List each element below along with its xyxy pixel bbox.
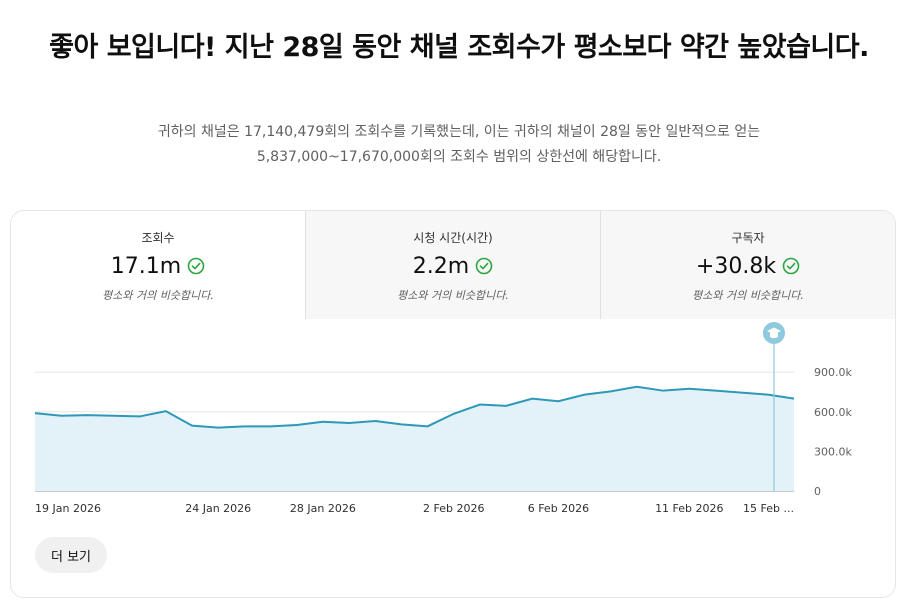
x-tick-label: 24 Jan 2026 xyxy=(185,502,251,515)
metric-tab-watch-time[interactable]: 시청 시간(시간) 2.2m 평소와 거의 비슷합니다. xyxy=(305,211,600,319)
y-tick-label: 900.0k xyxy=(814,366,852,379)
metric-value: 2.2m xyxy=(412,253,470,279)
data-point xyxy=(270,425,272,427)
views-chart: 0 300.0k 600.0k 900.0k 19 Jan 2026 24 Jan 202… xyxy=(11,319,895,519)
data-point xyxy=(505,405,507,407)
subtitle-line-2: 5,837,000~17,670,000회의 조회수 범위의 상한선에 해당합니… xyxy=(256,149,662,165)
subtitle-line-1: 귀하의 채널은 17,140,479회의 조회수를 기록했는데, 이는 귀하의 … xyxy=(157,124,761,140)
data-point xyxy=(217,427,219,429)
data-point xyxy=(793,398,795,400)
data-point xyxy=(584,394,586,396)
graduation-cap-icon xyxy=(770,333,778,339)
metric-note: 평소와 거의 비슷합니다. xyxy=(102,289,214,302)
data-point xyxy=(531,398,533,400)
data-point xyxy=(453,413,455,415)
y-tick-label: 0 xyxy=(814,485,821,498)
metric-label: 시청 시간(시간) xyxy=(413,231,493,245)
page-headline: 좋아 보입니다! 지난 28일 동안 채널 조회수가 평소보다 약간 높았습니다… xyxy=(49,32,869,63)
data-point xyxy=(191,425,193,427)
x-tick-label: 28 Jan 2026 xyxy=(290,502,356,515)
data-point xyxy=(741,392,743,394)
x-tick-label: 6 Feb 2026 xyxy=(528,502,589,515)
data-point xyxy=(296,424,298,426)
x-tick-label: 19 Jan 2026 xyxy=(35,502,101,515)
y-tick-label: 300.0k xyxy=(814,445,852,458)
data-point xyxy=(479,404,481,406)
data-point xyxy=(348,422,350,424)
data-point xyxy=(113,415,115,417)
metric-note: 평소와 거의 비슷합니다. xyxy=(397,289,509,302)
check-circle-icon xyxy=(782,257,800,275)
y-tick-label: 600.0k xyxy=(814,406,852,419)
data-point xyxy=(767,394,769,396)
data-point xyxy=(322,421,324,423)
x-tick-label: 11 Feb 2026 xyxy=(655,502,723,515)
data-point xyxy=(636,386,638,388)
metric-label: 조회수 xyxy=(141,231,175,245)
check-circle-icon xyxy=(187,257,205,275)
metric-tab-subscribers[interactable]: 구독자 +30.8k 평소와 거의 비슷합니다. xyxy=(600,211,895,319)
analytics-card: 조회수 17.1m 평소와 거의 비슷합니다. 시청 시간(시간) 2.2m 평… xyxy=(10,210,896,598)
x-tick-label: 2 Feb 2026 xyxy=(423,502,484,515)
data-point xyxy=(139,415,141,417)
views-chart-svg: 0 300.0k 600.0k 900.0k 19 Jan 2026 24 Jan 202… xyxy=(34,322,852,515)
data-point xyxy=(34,412,36,414)
data-point xyxy=(86,414,88,416)
data-point xyxy=(165,410,167,412)
data-point xyxy=(610,390,612,392)
metric-value: +30.8k xyxy=(695,253,777,279)
metric-value: 17.1m xyxy=(110,253,182,279)
graduation-cap-icon xyxy=(767,327,781,335)
data-point xyxy=(427,425,429,427)
data-point xyxy=(400,423,402,425)
x-tick-label: 15 Feb ... xyxy=(743,502,794,515)
data-point xyxy=(243,425,245,427)
series-line xyxy=(34,385,795,429)
metric-tab-views[interactable]: 조회수 17.1m 평소와 거의 비슷합니다. xyxy=(11,211,305,319)
metric-label: 구독자 xyxy=(731,231,765,245)
page-subtitle: 귀하의 채널은 17,140,479회의 조회수를 기록했는데, 이는 귀하의 … xyxy=(60,120,858,170)
metric-tabs: 조회수 17.1m 평소와 거의 비슷합니다. 시청 시간(시간) 2.2m 평… xyxy=(11,211,895,319)
data-point xyxy=(374,420,376,422)
data-point xyxy=(688,388,690,390)
data-point xyxy=(557,400,559,402)
check-circle-icon xyxy=(475,257,493,275)
data-point xyxy=(714,390,716,392)
see-more-button[interactable]: 더 보기 xyxy=(35,537,108,573)
data-point xyxy=(662,390,664,392)
data-point xyxy=(60,415,62,417)
metric-note: 평소와 거의 비슷합니다. xyxy=(692,289,804,302)
area-fill xyxy=(35,386,794,491)
